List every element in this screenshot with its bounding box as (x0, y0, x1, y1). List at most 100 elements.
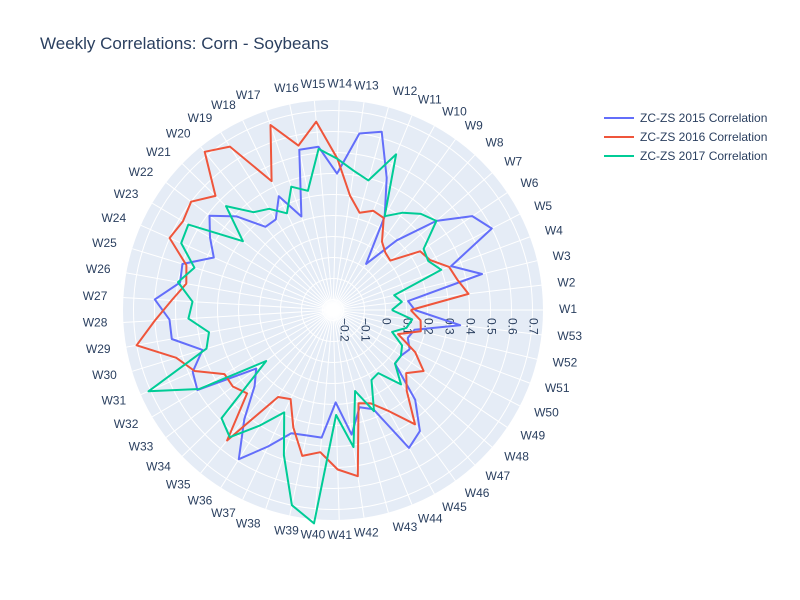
series-line-2 (135, 120, 470, 478)
angular-tick-label: W25 (92, 236, 117, 250)
angular-tick-label: W17 (236, 88, 261, 102)
radial-tick-label: 0.5 (484, 318, 498, 335)
angular-gridline (265, 309, 334, 510)
angular-tick-label: W15 (301, 77, 326, 91)
legend-label: ZC-ZS 2016 Correlation (640, 129, 768, 144)
angular-gridline (265, 110, 334, 311)
angular-tick-label: W33 (129, 439, 154, 453)
angular-gridline (220, 132, 334, 311)
angular-tick-label: W2 (557, 275, 575, 289)
legend-item[interactable]: ZC-ZS 2015 Correlation (604, 108, 767, 127)
angular-gridline (332, 107, 389, 311)
angular-gridline (332, 309, 531, 384)
angular-tick-label: W22 (129, 165, 154, 179)
radial-tick-label: 0.7 (526, 318, 540, 335)
angular-tick-label: W7 (504, 155, 522, 169)
angular-gridline (181, 163, 334, 311)
angular-gridline (332, 309, 456, 481)
angular-tick-label: W38 (236, 516, 261, 530)
angular-tick-label: W37 (211, 506, 236, 520)
angular-tick-label: W13 (354, 79, 379, 93)
radial-tick-label: 0.4 (463, 318, 477, 335)
radial-tick-label: 0.2 (421, 318, 435, 335)
angular-gridline (332, 139, 456, 311)
radial-tick-label: −0.1 (358, 318, 372, 342)
angular-tick-label: W48 (504, 450, 529, 464)
angular-tick-label: W9 (465, 119, 483, 133)
radial-tick-label: 0 (379, 318, 393, 325)
angular-tick-label: W30 (92, 368, 117, 382)
angular-gridline (165, 309, 334, 438)
angular-tick-label: W14 (327, 76, 352, 90)
angular-gridline (242, 120, 334, 311)
angular-tick-label: W19 (188, 111, 213, 125)
angular-gridline (332, 284, 542, 311)
angular-gridline (332, 115, 413, 311)
angular-gridline (140, 309, 334, 396)
angular-tick-label: W8 (486, 135, 504, 149)
angular-tick-label: W20 (166, 127, 191, 141)
angular-tick-label: W10 (442, 104, 467, 118)
angular-tick-label: W6 (520, 176, 538, 190)
legend-swatch (604, 154, 634, 157)
angular-tick-label: W47 (486, 469, 511, 483)
angular-tick-label: W28 (83, 316, 108, 330)
angular-tick-label: W26 (86, 262, 111, 276)
angular-gridline (242, 309, 334, 500)
radial-tick-label: 0.6 (505, 318, 519, 335)
angular-gridline (165, 182, 334, 311)
angular-gridline (126, 272, 334, 311)
legend-swatch (604, 135, 634, 138)
angular-tick-label: W50 (534, 405, 559, 419)
angular-gridline (289, 104, 334, 311)
angular-tick-label: W27 (83, 289, 108, 303)
angular-gridline (332, 309, 521, 407)
angular-gridline (332, 309, 538, 360)
angular-gridline (132, 309, 334, 372)
angular-gridline (123, 309, 334, 323)
angular-tick-label: W1 (559, 302, 577, 316)
angular-tick-label: W40 (301, 527, 326, 541)
angular-gridline (140, 224, 334, 311)
angular-gridline (332, 236, 531, 311)
chart-title: Weekly Correlations: Corn - Soybeans (40, 34, 329, 53)
angular-gridline (200, 309, 334, 474)
legend-label: ZC-ZS 2015 Correlation (640, 110, 768, 125)
angular-tick-label: W52 (553, 355, 578, 369)
angular-gridline (332, 309, 476, 466)
legend-swatch (604, 116, 634, 119)
angular-gridline (126, 309, 334, 348)
angular-tick-label: W39 (274, 523, 299, 537)
angular-tick-label: W24 (101, 211, 126, 225)
angular-tick-label: W23 (114, 187, 139, 201)
angular-tick-label: W21 (146, 145, 171, 159)
angular-gridline (332, 309, 413, 505)
angular-gridline (332, 260, 538, 311)
angular-gridline (181, 309, 334, 457)
angular-gridline (151, 309, 334, 418)
angular-tick-label: W53 (557, 329, 582, 343)
angular-gridline (313, 100, 334, 311)
legend-item[interactable]: ZC-ZS 2016 Correlation (604, 127, 767, 146)
legend-item[interactable]: ZC-ZS 2017 Correlation (604, 146, 767, 165)
angular-tick-label: W16 (274, 81, 299, 95)
angular-gridline (332, 154, 476, 311)
angular-gridline (313, 309, 334, 520)
angular-tick-label: W35 (166, 478, 191, 492)
angular-tick-label: W32 (114, 417, 139, 431)
angular-gridline (132, 248, 334, 311)
angular-tick-label: W34 (146, 460, 171, 474)
angular-tick-label: W11 (418, 93, 442, 107)
angular-gridline (332, 309, 493, 448)
angular-tick-label: W46 (465, 486, 490, 500)
angular-tick-label: W31 (101, 393, 126, 407)
angular-gridline (200, 146, 334, 311)
legend-label: ZC-ZS 2017 Correlation (640, 148, 768, 163)
angular-tick-label: W3 (553, 249, 571, 263)
angular-tick-label: W12 (393, 84, 418, 98)
angular-gridline (123, 297, 334, 311)
angular-tick-label: W36 (188, 493, 213, 507)
angular-tick-label: W49 (520, 428, 545, 442)
series-line-1 (153, 130, 493, 461)
angular-tick-label: W45 (442, 500, 467, 514)
